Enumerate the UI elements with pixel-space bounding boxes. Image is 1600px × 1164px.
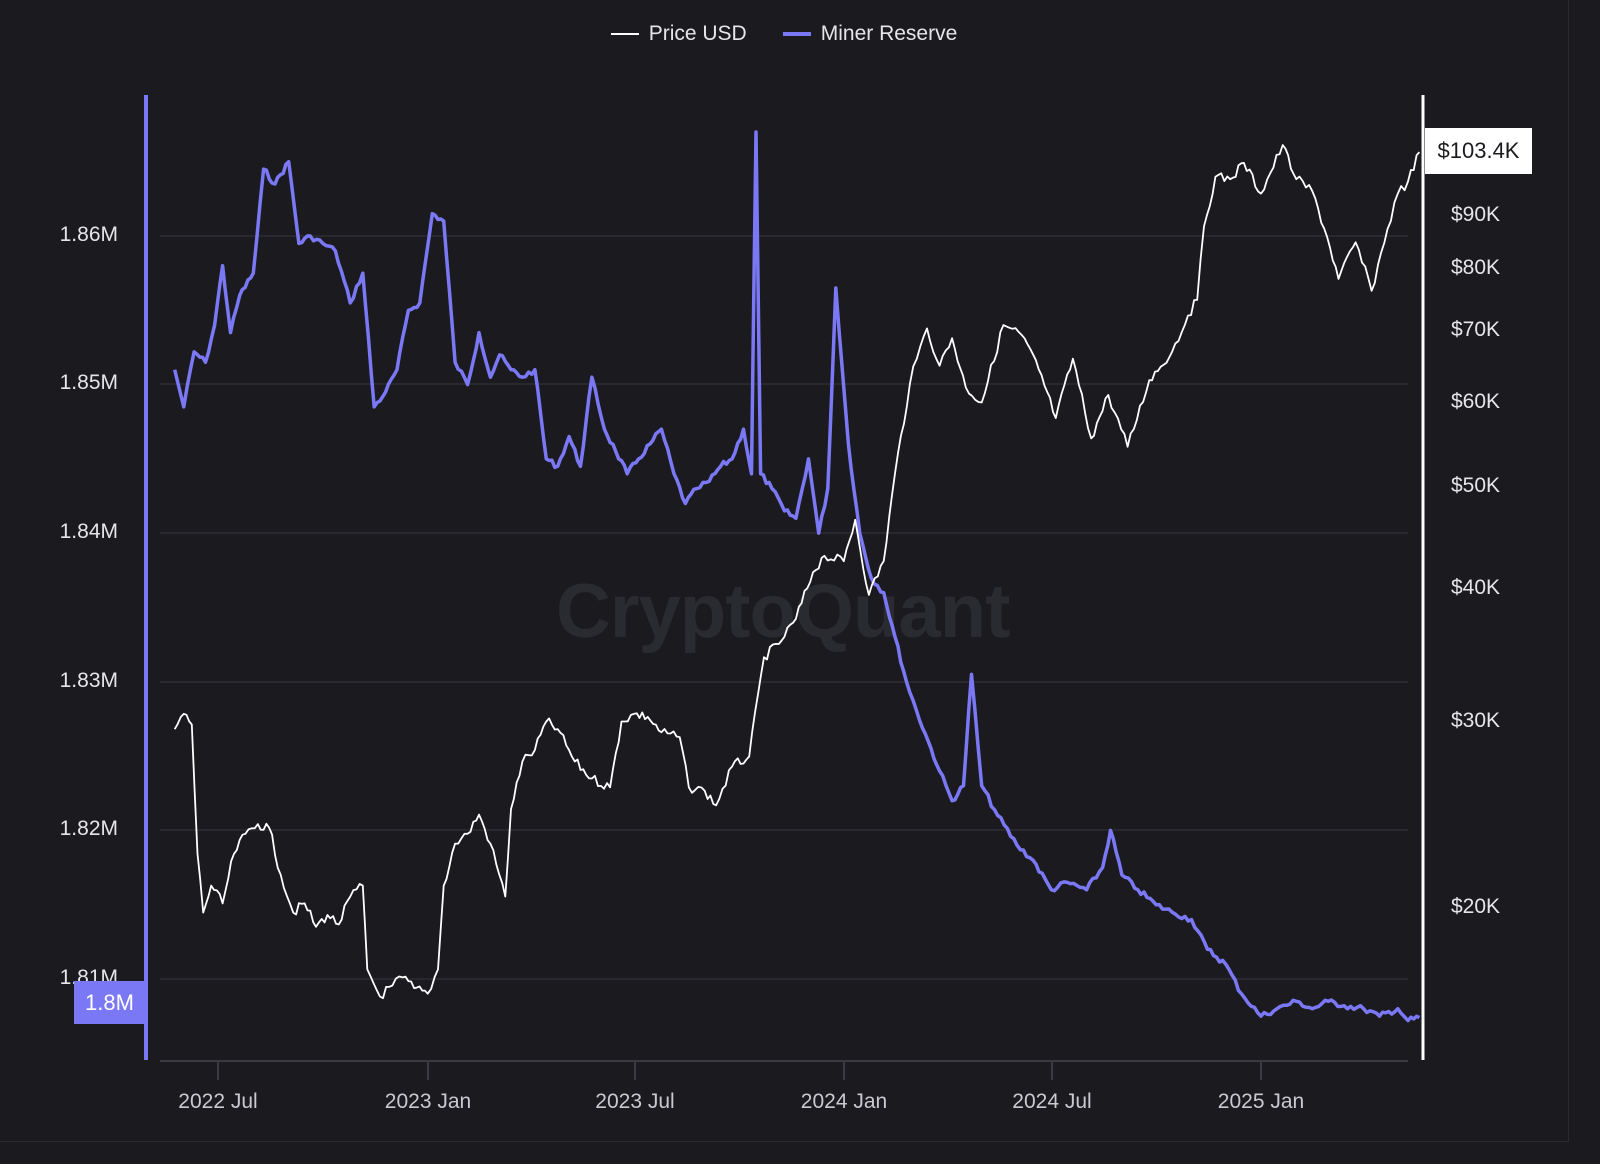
- legend: Price USD Miner Reserve: [0, 22, 1568, 46]
- legend-item-reserve[interactable]: Miner Reserve: [782, 22, 958, 46]
- series-lines: [172, 130, 1421, 1023]
- legend-label-price: Price USD: [648, 22, 747, 45]
- right-tick-label: $30K: [1451, 709, 1501, 732]
- right-tick-label: $80K: [1451, 256, 1501, 279]
- legend-label-reserve: Miner Reserve: [820, 22, 958, 45]
- x-tick-label: 2024 Jan: [800, 1090, 888, 1113]
- gridlines: [160, 235, 1408, 980]
- x-tick-label: 2024 Jul: [1012, 1090, 1092, 1113]
- right-tick-label: $50K: [1451, 474, 1501, 497]
- x-tick-label: 2023 Jan: [384, 1090, 472, 1113]
- current-price-badge: $103.4K: [1425, 128, 1532, 174]
- x-tick-label: 2025 Jan: [1217, 1090, 1305, 1113]
- left-tick-label: 1.84M: [59, 520, 118, 543]
- miner-reserve-line[interactable]: [172, 130, 1421, 1023]
- axis-lines: [144, 95, 1425, 1080]
- legend-item-price[interactable]: Price USD: [610, 22, 747, 46]
- left-tick-label: 1.85M: [59, 371, 118, 394]
- reserve-line-swatch-icon: [782, 32, 811, 36]
- left-tick-label: 1.82M: [59, 817, 118, 840]
- x-tick-label: 2022 Jul: [178, 1090, 258, 1113]
- right-tick-label: $20K: [1451, 895, 1501, 918]
- right-tick-label: $40K: [1451, 576, 1501, 599]
- x-tick-label: 2023 Jul: [595, 1090, 675, 1113]
- right-tick-label: $70K: [1451, 318, 1501, 341]
- left-tick-label: 1.86M: [59, 223, 118, 246]
- current-reserve-badge: 1.8M: [74, 981, 145, 1024]
- right-tick-label: $90K: [1451, 203, 1501, 226]
- right-tick-label: $60K: [1451, 390, 1501, 413]
- left-tick-label: 1.83M: [59, 669, 118, 692]
- price-usd-line[interactable]: [173, 144, 1421, 1000]
- price-line-swatch-icon: [610, 33, 639, 35]
